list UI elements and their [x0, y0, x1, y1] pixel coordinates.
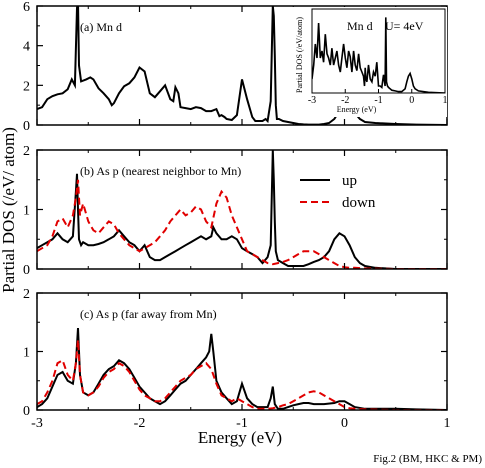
inset-x-tick-label: 0 — [409, 95, 414, 106]
panel-1: 0 1 2 (b) As p (nearest neighbor to Mn) — [23, 144, 448, 278]
series-down-line — [37, 339, 447, 410]
series-up-line — [37, 328, 447, 410]
inset-x-axis-label: Energy (eV) — [337, 105, 377, 114]
inset-series-line — [312, 17, 445, 93]
figure-caption: Fig.2 (BM, HKC & PM) — [373, 453, 482, 465]
legend-down-label: down — [342, 195, 376, 211]
y-tick-label: 2 — [23, 79, 30, 94]
inset-y-axis-label: Partial DOS (/eV/atom) — [295, 17, 304, 93]
x-tick-label: 1 — [444, 416, 451, 431]
y-tick-label: 0 — [23, 263, 30, 278]
inset-x-tick-label: -3 — [308, 95, 316, 106]
series-up-line — [37, 150, 447, 269]
y-tick-label: 1 — [23, 204, 30, 219]
x-tick-label: 0 — [341, 416, 348, 431]
panel-2: -3 -2 -1 0 1 0 1 2 (c) As p (far away from Mn) — [23, 287, 451, 431]
inset-x-tick-label: -2 — [341, 95, 349, 106]
x-axis-label: Energy (eV) — [198, 428, 282, 447]
y-tick-label: 0 — [23, 119, 30, 134]
legend-up-label: up — [342, 173, 357, 189]
panel-label: (a) Mn d — [80, 20, 122, 34]
inset-x-tick-label: -1 — [374, 95, 382, 106]
inset-x-tick-label: 1 — [443, 95, 448, 106]
panel-label: (c) As p (far away from Mn) — [80, 307, 217, 321]
x-tick-label: -1 — [236, 416, 248, 431]
x-tick-label: -3 — [31, 416, 43, 431]
y-axis-label: Partial DOS (/eV/ atom) — [0, 127, 18, 293]
panel-label: (b) As p (nearest neighbor to Mn) — [80, 164, 241, 178]
y-tick-label: 0 — [23, 404, 30, 419]
inset-annotation: U= 4eV — [385, 19, 424, 33]
y-tick-label: 4 — [23, 40, 30, 55]
y-tick-label: 2 — [23, 144, 30, 159]
legend: up down — [300, 173, 376, 211]
y-tick-label: 2 — [23, 287, 30, 302]
inset-title: Mn d — [347, 19, 373, 33]
series-down-line — [37, 179, 447, 269]
y-tick-label: 6 — [23, 0, 30, 15]
x-tick-label: -2 — [134, 416, 146, 431]
panel-0: 0 2 4 6 (a) Mn d -3 -2 -1 0 1 Energy (eV) Partial D… — [23, 0, 448, 134]
y-tick-label: 1 — [23, 346, 30, 361]
inset-chart: -3 -2 -1 0 1 Energy (eV) Partial DOS (/eV/atom… — [286, 7, 448, 117]
